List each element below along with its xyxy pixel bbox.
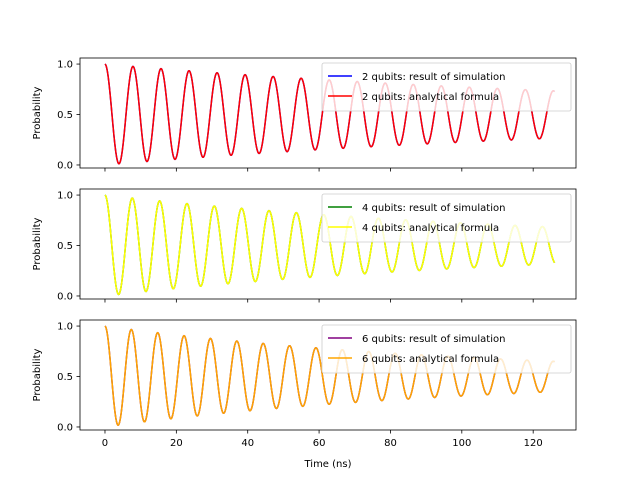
legend-label: 6 qubits: analytical formula (362, 354, 499, 365)
legend: 6 qubits: result of simulation 6 qubits: … (321, 324, 572, 374)
subplot-3: 0 20 40 60 80 100 120 0.0 0.5 1.0 Probability Time … (32, 319, 577, 470)
y-tick-label: 0.0 (57, 423, 73, 434)
y-tick-label: 1.0 (57, 322, 73, 333)
x-tick-label: 80 (384, 438, 397, 449)
x-axis-label: Time (ns) (303, 459, 351, 470)
axes-frame (79, 188, 577, 300)
axes-frame (79, 319, 577, 431)
subplot-1: 0.0 0.5 1.0 Probability 2 qubits: result of … (32, 57, 577, 172)
y-tick-label: 0.0 (57, 292, 73, 303)
x-tick-label: 40 (241, 438, 254, 449)
legend-label: 4 qubits: analytical formula (362, 223, 499, 234)
x-tick-label: 20 (170, 438, 183, 449)
subplot-2: 0.0 0.5 1.0 Probability 4 qubits: result of … (32, 188, 577, 303)
y-tick-label: 0.5 (57, 110, 73, 121)
legend-box (321, 62, 572, 112)
legend-box (321, 193, 572, 243)
axes-frame (79, 57, 577, 169)
x-tick-label: 0 (102, 438, 108, 449)
x-tick-label: 60 (313, 438, 326, 449)
y-tick-label: 1.0 (57, 191, 73, 202)
legend: 4 qubits: result of simulation 4 qubits: … (321, 193, 572, 243)
y-tick-label: 1.0 (57, 60, 73, 71)
legend: 2 qubits: result of simulation 2 qubits: … (321, 62, 572, 112)
y-tick-label: 0.5 (57, 372, 73, 383)
legend-label: 4 qubits: result of simulation (362, 203, 505, 214)
legend-label: 6 qubits: result of simulation (362, 334, 505, 345)
x-tick-label: 100 (452, 438, 471, 449)
y-axis-label: Probability (32, 217, 43, 270)
legend-label: 2 qubits: result of simulation (362, 72, 505, 83)
legend-box (321, 324, 572, 374)
x-tick-label: 120 (524, 438, 543, 449)
legend-label: 2 qubits: analytical formula (362, 92, 499, 103)
y-axis-label: Probability (32, 86, 43, 139)
y-tick-label: 0.5 (57, 241, 73, 252)
y-axis-label: Probability (32, 348, 43, 401)
y-tick-label: 0.0 (57, 161, 73, 172)
